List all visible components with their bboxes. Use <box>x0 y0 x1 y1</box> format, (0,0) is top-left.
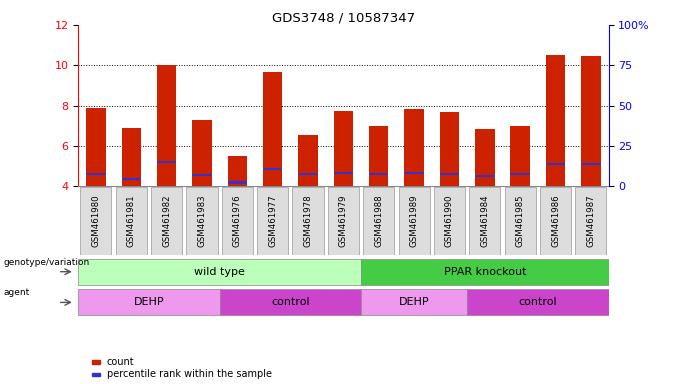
Bar <box>263 168 282 170</box>
Bar <box>220 290 361 315</box>
Bar <box>192 120 211 186</box>
Text: GSM461984: GSM461984 <box>480 194 490 247</box>
Bar <box>405 109 424 186</box>
Bar <box>222 187 253 255</box>
Bar <box>361 290 467 315</box>
Bar <box>263 72 282 186</box>
Bar <box>467 290 609 315</box>
Text: GSM461986: GSM461986 <box>551 194 560 247</box>
Text: genotype/variation: genotype/variation <box>3 258 90 266</box>
Bar <box>475 129 494 186</box>
Text: GSM461985: GSM461985 <box>515 194 525 247</box>
Text: GSM461981: GSM461981 <box>126 194 136 247</box>
Bar <box>122 128 141 186</box>
Text: GSM461987: GSM461987 <box>586 194 596 247</box>
Bar <box>546 163 565 166</box>
Bar <box>151 187 182 255</box>
Bar <box>440 112 459 186</box>
Bar <box>122 178 141 180</box>
Text: PPAR knockout: PPAR knockout <box>443 266 526 277</box>
Bar <box>334 111 353 186</box>
Bar <box>434 187 465 255</box>
Text: GSM461977: GSM461977 <box>268 194 277 247</box>
Bar <box>299 173 318 175</box>
Text: GSM461980: GSM461980 <box>91 194 101 247</box>
Bar <box>292 187 324 255</box>
Bar <box>228 156 247 186</box>
Text: GSM461978: GSM461978 <box>303 194 313 247</box>
Bar <box>405 172 424 174</box>
Bar <box>475 175 494 177</box>
Bar <box>581 56 600 186</box>
Bar <box>546 55 565 186</box>
Text: GDS3748 / 10587347: GDS3748 / 10587347 <box>272 12 415 25</box>
Text: GSM461988: GSM461988 <box>374 194 384 247</box>
Bar <box>228 181 247 184</box>
Text: GSM461989: GSM461989 <box>409 195 419 247</box>
Bar <box>80 187 112 255</box>
Bar <box>186 187 218 255</box>
Bar <box>157 65 176 186</box>
Bar <box>299 135 318 186</box>
Bar <box>511 173 530 175</box>
Bar <box>192 174 211 177</box>
Text: GSM461976: GSM461976 <box>233 194 242 247</box>
Text: agent: agent <box>3 288 30 297</box>
Bar <box>334 172 353 174</box>
Text: wild type: wild type <box>194 266 245 277</box>
Bar <box>78 290 220 315</box>
Text: DEHP: DEHP <box>398 297 430 308</box>
Bar <box>575 187 607 255</box>
Text: GSM461990: GSM461990 <box>445 195 454 247</box>
Bar <box>78 259 361 285</box>
Bar <box>369 126 388 186</box>
Bar <box>363 187 394 255</box>
Text: DEHP: DEHP <box>133 297 165 308</box>
Bar <box>116 187 147 255</box>
Bar <box>505 187 536 255</box>
Bar <box>86 173 105 175</box>
Bar <box>86 108 105 186</box>
Text: GSM461982: GSM461982 <box>162 194 171 247</box>
Bar <box>157 161 176 163</box>
Bar <box>361 259 609 285</box>
Text: control: control <box>271 297 309 308</box>
Text: GSM461979: GSM461979 <box>339 195 348 247</box>
Bar <box>328 187 359 255</box>
Text: count: count <box>107 357 135 367</box>
Bar <box>369 173 388 175</box>
Bar <box>257 187 288 255</box>
Bar <box>440 173 459 175</box>
Bar <box>398 187 430 255</box>
Bar <box>469 187 500 255</box>
Text: GSM461983: GSM461983 <box>197 194 207 247</box>
Text: control: control <box>519 297 557 308</box>
Text: percentile rank within the sample: percentile rank within the sample <box>107 369 272 379</box>
Bar <box>581 163 600 166</box>
Bar <box>540 187 571 255</box>
Bar <box>511 126 530 186</box>
